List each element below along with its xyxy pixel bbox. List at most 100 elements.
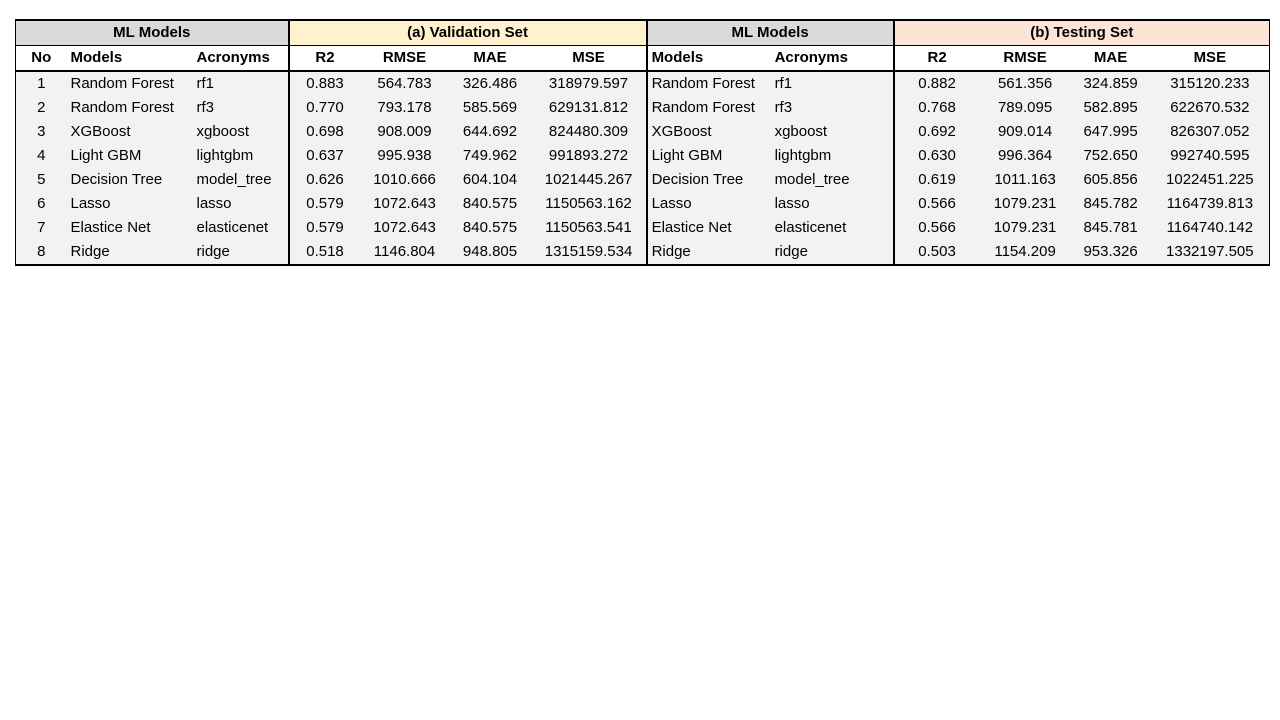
- table-row: 2 Random Forest rf3 0.770 793.178 585.569 6291…: [15, 96, 1271, 120]
- row-val-mse: 1150563.162: [531, 192, 647, 216]
- table-row: 8 Ridge ridge 0.518 1146.804 948.805 1315159.5…: [15, 240, 1271, 266]
- table-row: 1 Random Forest rf1 0.883 564.783 326.486 3189…: [15, 71, 1271, 96]
- group-testing-set: (b) Testing Set: [892, 19, 1271, 46]
- row-test-rmse: 996.364: [979, 144, 1071, 168]
- row-val-mae: 604.104: [448, 168, 532, 192]
- row-model: Lasso: [66, 192, 193, 216]
- row-test-mae: 953.326: [1070, 240, 1151, 266]
- row-test-mse: 992740.595: [1150, 144, 1271, 168]
- row-model-right: Decision Tree: [645, 168, 771, 192]
- row-test-r2: 0.503: [892, 240, 980, 266]
- row-val-rmse: 1072.643: [360, 216, 449, 240]
- row-test-mse: 1332197.505: [1150, 240, 1271, 266]
- row-acronym: model_tree: [192, 168, 289, 192]
- row-test-rmse: 1154.209: [979, 240, 1071, 266]
- row-model-right: Elastice Net: [645, 216, 771, 240]
- row-no: 7: [15, 216, 67, 240]
- row-acronym: rf3: [192, 96, 289, 120]
- row-acronym-right: lightgbm: [770, 144, 894, 168]
- results-table: ML Models (a) Validation Set ML Models (…: [14, 19, 1271, 266]
- row-val-rmse: 908.009: [360, 120, 449, 144]
- row-test-mae: 582.895: [1070, 96, 1151, 120]
- row-val-mae: 585.569: [448, 96, 532, 120]
- row-acronym-right: elasticenet: [770, 216, 894, 240]
- row-model: Decision Tree: [66, 168, 193, 192]
- row-acronym: xgboost: [192, 120, 289, 144]
- row-val-rmse: 1072.643: [360, 192, 449, 216]
- table-row: 5 Decision Tree model_tree 0.626 1010.666 604…: [15, 168, 1271, 192]
- table-row: 4 Light GBM lightgbm 0.637 995.938 749.962 991…: [15, 144, 1271, 168]
- row-no: 4: [15, 144, 67, 168]
- row-acronym-right: rf1: [770, 71, 894, 96]
- col-test-mae: MAE: [1070, 45, 1151, 72]
- group-ml-models-left: ML Models: [14, 19, 289, 46]
- col-models: Models: [66, 45, 193, 72]
- row-val-r2: 0.883: [287, 71, 361, 96]
- group-validation-set: (a) Validation Set: [287, 19, 647, 46]
- row-test-mse: 826307.052: [1150, 120, 1271, 144]
- row-no: 8: [15, 240, 67, 266]
- row-test-mae: 324.859: [1070, 71, 1151, 96]
- row-val-mse: 991893.272: [531, 144, 647, 168]
- row-val-rmse: 793.178: [360, 96, 449, 120]
- row-acronym: lasso: [192, 192, 289, 216]
- col-acronyms-right: Acronyms: [770, 45, 894, 72]
- row-val-rmse: 1010.666: [360, 168, 449, 192]
- row-test-mse: 1022451.225: [1150, 168, 1271, 192]
- row-acronym: ridge: [192, 240, 289, 266]
- row-test-r2: 0.619: [892, 168, 980, 192]
- row-test-mse: 622670.532: [1150, 96, 1271, 120]
- col-test-mse: MSE: [1150, 45, 1271, 72]
- row-val-mae: 840.575: [448, 216, 532, 240]
- row-test-r2: 0.566: [892, 216, 980, 240]
- row-test-rmse: 561.356: [979, 71, 1071, 96]
- row-test-mse: 315120.233: [1150, 71, 1271, 96]
- column-header-row: No Models Acronyms R2 RMSE MAE MSE Model…: [15, 45, 1271, 72]
- row-val-mse: 629131.812: [531, 96, 647, 120]
- row-test-r2: 0.566: [892, 192, 980, 216]
- col-test-rmse: RMSE: [979, 45, 1071, 72]
- row-model: XGBoost: [66, 120, 193, 144]
- row-val-mae: 948.805: [448, 240, 532, 266]
- row-no: 2: [15, 96, 67, 120]
- row-model: Ridge: [66, 240, 193, 266]
- row-test-r2: 0.692: [892, 120, 980, 144]
- row-acronym: lightgbm: [192, 144, 289, 168]
- row-test-mae: 845.782: [1070, 192, 1151, 216]
- row-val-rmse: 564.783: [360, 71, 449, 96]
- row-model-right: Light GBM: [645, 144, 771, 168]
- row-model: Light GBM: [66, 144, 193, 168]
- row-test-rmse: 909.014: [979, 120, 1071, 144]
- col-test-r2: R2: [892, 45, 980, 72]
- row-test-r2: 0.630: [892, 144, 980, 168]
- row-no: 5: [15, 168, 67, 192]
- row-acronym-right: model_tree: [770, 168, 894, 192]
- row-acronym: rf1: [192, 71, 289, 96]
- row-model: Random Forest: [66, 71, 193, 96]
- row-val-r2: 0.698: [287, 120, 361, 144]
- col-val-rmse: RMSE: [360, 45, 449, 72]
- row-val-rmse: 995.938: [360, 144, 449, 168]
- group-header-row: ML Models (a) Validation Set ML Models (…: [14, 19, 1271, 46]
- row-model: Random Forest: [66, 96, 193, 120]
- row-test-mae: 647.995: [1070, 120, 1151, 144]
- row-val-mse: 1315159.534: [531, 240, 647, 266]
- row-acronym-right: rf3: [770, 96, 894, 120]
- row-model: Elastice Net: [66, 216, 193, 240]
- table-row: 7 Elastice Net elasticenet 0.579 1072.643 840…: [15, 216, 1271, 240]
- row-model-right: Random Forest: [645, 96, 771, 120]
- row-val-r2: 0.579: [287, 216, 361, 240]
- row-val-mse: 824480.309: [531, 120, 647, 144]
- row-test-rmse: 1011.163: [979, 168, 1071, 192]
- row-val-r2: 0.637: [287, 144, 361, 168]
- row-val-mae: 749.962: [448, 144, 532, 168]
- row-val-r2: 0.626: [287, 168, 361, 192]
- group-ml-models-right: ML Models: [645, 19, 894, 46]
- col-no: No: [15, 45, 67, 72]
- row-test-mae: 752.650: [1070, 144, 1151, 168]
- row-val-mae: 840.575: [448, 192, 532, 216]
- row-acronym-right: xgboost: [770, 120, 894, 144]
- row-model-right: Random Forest: [645, 71, 771, 96]
- row-test-mae: 605.856: [1070, 168, 1151, 192]
- row-test-r2: 0.768: [892, 96, 980, 120]
